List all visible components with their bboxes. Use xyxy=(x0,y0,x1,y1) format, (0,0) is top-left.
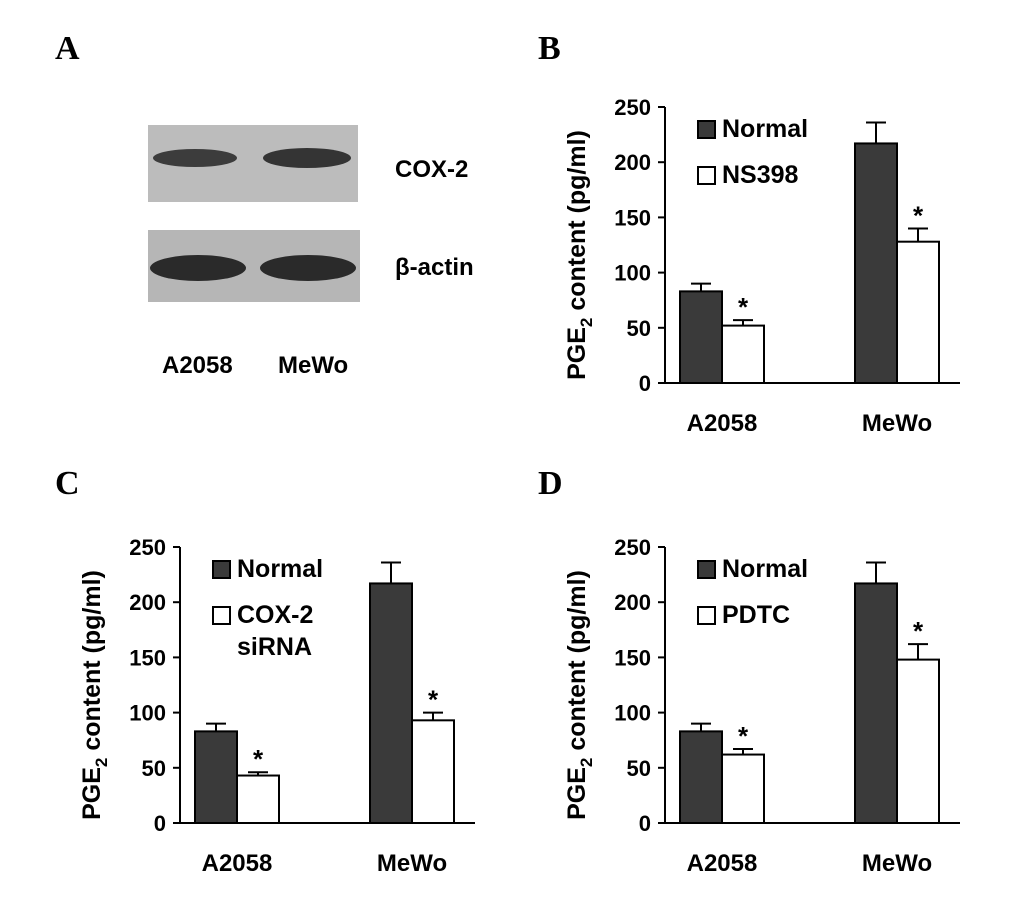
bar-pdtc-a2058 xyxy=(721,753,765,824)
y-tick-label: 100 xyxy=(614,261,651,286)
y-tick-label: 150 xyxy=(614,205,651,230)
panel-letter-c: C xyxy=(55,465,80,502)
bar-pdtc-mewo xyxy=(896,658,940,824)
legend-swatch xyxy=(697,166,716,185)
x-category-label: MeWo xyxy=(377,850,447,877)
protein-label-cox2: COX-2 xyxy=(395,156,469,183)
y-tick-label: 50 xyxy=(627,316,651,341)
bar-normal-mewo xyxy=(369,582,413,824)
y-tick-label: 250 xyxy=(614,535,651,560)
y-tick-label: 50 xyxy=(142,756,166,781)
y-axis-label-rest: content (pg/ml) xyxy=(563,130,591,317)
significance-asterisk: * xyxy=(428,685,439,715)
y-axis-label: PGE2 content (pg/ml) xyxy=(563,130,596,380)
legend-label: NS398 xyxy=(722,161,799,189)
significance-asterisk: * xyxy=(738,292,749,322)
y-axis-label-main: PGE xyxy=(563,327,591,380)
legend-swatch xyxy=(697,560,716,579)
x-category-label: MeWo xyxy=(862,410,932,437)
bar-chart-b: 0 50 100 150 200 250 PGE2 content (pg/ml) * A205… xyxy=(563,95,960,437)
bar-cox-2-sirna-mewo xyxy=(411,719,455,824)
band-cox2-mewo xyxy=(263,148,351,168)
bar-normal-mewo xyxy=(854,142,898,384)
panel-letter-d: D xyxy=(538,465,563,502)
bar-cox-2-sirna-a2058 xyxy=(236,774,280,824)
y-tick-label: 200 xyxy=(129,590,166,615)
y-axis-label-main: PGE xyxy=(563,767,591,820)
protein-label-actin: β-actin xyxy=(395,254,474,281)
legend-label: Normal xyxy=(722,555,808,583)
y-tick-label: 150 xyxy=(614,645,651,670)
y-axis-label-subscript: 2 xyxy=(577,758,596,767)
bar-normal-mewo xyxy=(854,582,898,824)
bar-ns398-mewo xyxy=(896,240,940,384)
x-category-label: MeWo xyxy=(862,850,932,877)
significance-asterisk: * xyxy=(913,200,924,230)
legend-label: Normal xyxy=(722,115,808,143)
significance-asterisk: * xyxy=(738,721,749,751)
legend-label: PDTC xyxy=(722,601,790,629)
y-tick-label: 100 xyxy=(614,701,651,726)
legend-swatch xyxy=(212,606,231,625)
y-tick-label: 150 xyxy=(129,645,166,670)
x-category-label: A2058 xyxy=(687,410,758,437)
significance-asterisk: * xyxy=(253,744,264,774)
y-tick-label: 100 xyxy=(129,701,166,726)
x-category-label: A2058 xyxy=(202,850,273,877)
y-tick-label: 200 xyxy=(614,590,651,615)
band-actin-a2058 xyxy=(150,255,246,281)
panel-letter-b: B xyxy=(538,30,561,67)
y-axis-label: PGE2 content (pg/ml) xyxy=(78,570,111,820)
bar-normal-a2058 xyxy=(679,730,723,824)
y-axis-label-subscript: 2 xyxy=(92,758,111,767)
y-tick-label: 50 xyxy=(627,756,651,781)
lane-label-a2058: A2058 xyxy=(162,352,233,379)
y-axis-label-subscript: 2 xyxy=(577,318,596,327)
bar-ns398-a2058 xyxy=(721,324,765,384)
y-tick-label: 250 xyxy=(129,535,166,560)
y-tick-label: 200 xyxy=(614,150,651,175)
legend-swatch xyxy=(697,606,716,625)
y-axis-label-main: PGE xyxy=(78,767,106,820)
y-tick-label: 0 xyxy=(154,811,166,836)
band-actin-mewo xyxy=(260,255,356,281)
y-axis-label-rest: content (pg/ml) xyxy=(78,570,106,757)
legend-label: COX-2 xyxy=(237,601,313,629)
y-tick-label: 0 xyxy=(639,371,651,396)
y-axis-label-rest: content (pg/ml) xyxy=(563,570,591,757)
significance-asterisk: * xyxy=(913,616,924,646)
y-tick-label: 250 xyxy=(614,95,651,120)
y-axis-label: PGE2 content (pg/ml) xyxy=(563,570,596,820)
legend-label: Normal xyxy=(237,555,323,583)
bar-chart-c: 0 50 100 150 200 250 PGE2 content (pg/ml) * A205… xyxy=(78,535,475,877)
lane-label-mewo: MeWo xyxy=(278,352,349,379)
bar-chart-d: 0 50 100 150 200 250 PGE2 content (pg/ml) * A205… xyxy=(563,535,960,877)
bar-normal-a2058 xyxy=(194,730,238,824)
y-tick-label: 0 xyxy=(639,811,651,836)
legend-label: siRNA xyxy=(237,633,312,661)
bar-normal-a2058 xyxy=(679,290,723,384)
legend-swatch xyxy=(697,120,716,139)
legend-swatch xyxy=(212,560,231,579)
band-cox2-a2058 xyxy=(153,149,237,167)
panel-letter-a: A xyxy=(55,30,80,67)
x-category-label: A2058 xyxy=(687,850,758,877)
